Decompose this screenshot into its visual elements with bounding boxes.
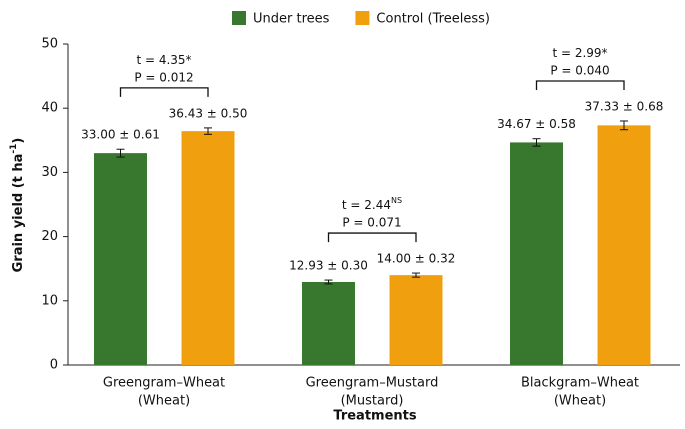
error-bar [116,148,125,158]
data-label: 37.33 ± 0.68 [585,99,664,113]
bar [597,125,651,365]
t-value-text: t = 4.35* [136,52,191,66]
y-tick-label: 20 [41,229,58,244]
y-tick-label: 30 [41,165,58,180]
y-axis-title-tail: ) [11,138,26,144]
t-value: t = 4.35* [136,52,191,66]
bar [510,142,563,365]
bar [94,153,147,365]
significance-bracket [535,80,625,90]
t-value-text: t = 2.44 [342,198,391,212]
p-value: P = 0.012 [134,70,193,84]
y-tick-label: 40 [41,101,58,116]
error-bar [532,138,541,147]
error-bar [204,127,212,135]
error-bar [620,120,628,131]
y-tick-label: 50 [41,37,58,52]
error-bar [412,272,420,278]
x-tick-label: (Wheat) [554,394,606,409]
t-value-sup: NS [391,196,402,205]
data-label: 34.67 ± 0.58 [497,117,576,131]
y-axis-title-text: Grain yield (t ha [11,154,26,273]
t-value: t = 2.44NS [342,196,402,212]
legend-swatch [232,11,246,25]
significance-bracket [327,232,417,243]
x-tick-label: Greengram–Mustard [306,376,439,391]
y-axis-title: Grain yield (t ha-1) [9,138,26,273]
legend-swatch [355,11,370,25]
x-axis-title: Treatments [333,409,416,424]
x-tick-label: (Mustard) [341,394,404,409]
data-label: 36.43 ± 0.50 [169,106,248,120]
y-tick-label: 10 [41,293,58,308]
t-value: t = 2.99* [552,45,607,59]
x-tick-label: Blackgram–Wheat [521,376,639,391]
data-label: 14.00 ± 0.32 [377,252,456,266]
error-bar [324,279,333,285]
y-axis-title-sup: -1 [9,144,19,154]
bar [181,131,235,365]
x-tick-label: (Wheat) [138,394,190,409]
legend-label: Under trees [253,12,330,27]
data-label: 33.00 ± 0.61 [81,128,160,142]
y-tick-label: 0 [50,358,58,373]
x-tick-label: Greengram–Wheat [103,376,225,391]
p-value: P = 0.071 [342,216,401,230]
bar [389,275,443,365]
p-value: P = 0.040 [550,63,609,77]
data-label: 12.93 ± 0.30 [289,259,368,273]
bar [302,281,355,365]
legend-label: Control (Treeless) [376,12,490,27]
t-value-text: t = 2.99* [552,45,607,59]
significance-bracket [119,87,209,97]
